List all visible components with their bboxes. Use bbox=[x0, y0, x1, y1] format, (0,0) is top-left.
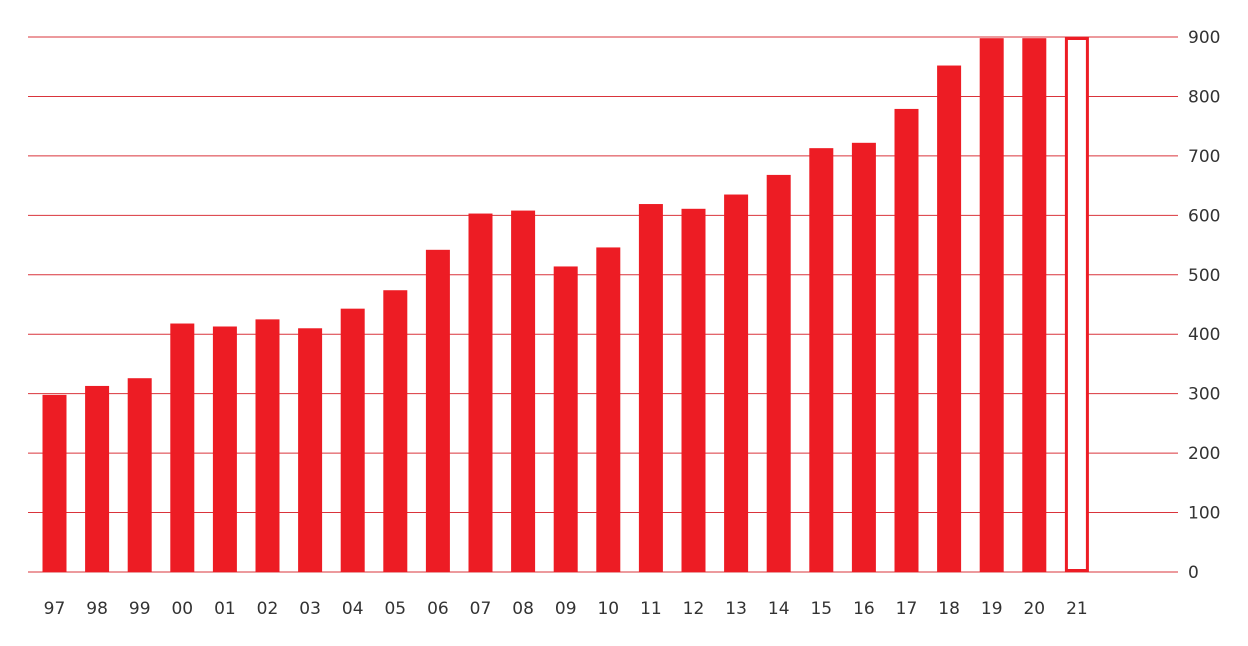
x-tick-label: 17 bbox=[896, 599, 918, 619]
y-tick-label: 700 bbox=[1188, 147, 1220, 167]
bar bbox=[553, 266, 578, 572]
bar bbox=[468, 213, 493, 573]
x-tick-label: 20 bbox=[1023, 599, 1045, 619]
y-tick-label: 900 bbox=[1188, 28, 1220, 48]
x-tick-label: 09 bbox=[555, 599, 577, 619]
x-tick-label: 97 bbox=[44, 599, 66, 619]
y-tick-label: 800 bbox=[1188, 87, 1220, 107]
bar bbox=[809, 148, 834, 572]
x-tick-label: 10 bbox=[597, 599, 619, 619]
x-axis-ticks: 97 98 99 00 01 02 03 04 05 06 07 08 09 10 11 12 13 14 15 16… bbox=[44, 599, 1088, 619]
x-tick-label: 01 bbox=[214, 599, 236, 619]
bar bbox=[170, 323, 195, 572]
bar bbox=[724, 194, 749, 572]
x-tick-label: 05 bbox=[384, 599, 406, 619]
x-tick-label: 02 bbox=[257, 599, 279, 619]
x-tick-label: 11 bbox=[640, 599, 662, 619]
bar bbox=[42, 394, 67, 572]
x-tick-label: 16 bbox=[853, 599, 875, 619]
x-tick-label: 15 bbox=[810, 599, 832, 619]
bar bbox=[681, 208, 706, 573]
bar bbox=[937, 65, 962, 573]
y-axis-ticks: 0 100 200 300 400 500 600 700 800 900 bbox=[1188, 28, 1220, 583]
x-tick-label: 98 bbox=[86, 599, 108, 619]
x-tick-label: 19 bbox=[981, 599, 1003, 619]
y-tick-label: 500 bbox=[1188, 266, 1220, 286]
y-tick-label: 200 bbox=[1188, 444, 1220, 464]
bar bbox=[894, 108, 919, 572]
bar bbox=[638, 204, 663, 573]
y-tick-label: 0 bbox=[1188, 563, 1199, 583]
bar bbox=[127, 378, 152, 572]
bar bbox=[340, 308, 365, 572]
x-tick-label: 03 bbox=[299, 599, 321, 619]
bars bbox=[42, 37, 1089, 573]
x-tick-label: 08 bbox=[512, 599, 534, 619]
x-tick-label: 06 bbox=[427, 599, 449, 619]
x-tick-label: 18 bbox=[938, 599, 960, 619]
bar bbox=[979, 38, 1004, 572]
bar bbox=[255, 319, 280, 572]
y-tick-label: 600 bbox=[1188, 206, 1220, 226]
y-tick-label: 300 bbox=[1188, 385, 1220, 405]
x-tick-label: 12 bbox=[683, 599, 705, 619]
x-tick-label: 14 bbox=[768, 599, 790, 619]
bar bbox=[851, 142, 876, 573]
x-tick-label: 00 bbox=[171, 599, 193, 619]
x-tick-label: 04 bbox=[342, 599, 364, 619]
y-tick-label: 400 bbox=[1188, 325, 1220, 345]
y-tick-label: 100 bbox=[1188, 504, 1220, 524]
x-tick-label: 21 bbox=[1066, 599, 1088, 619]
bar bbox=[511, 210, 536, 573]
bar bbox=[1022, 38, 1047, 572]
bar-outline bbox=[1064, 37, 1089, 572]
x-tick-label: 13 bbox=[725, 599, 747, 619]
bar bbox=[425, 249, 450, 573]
bar bbox=[383, 290, 408, 572]
bar bbox=[596, 247, 621, 572]
bar bbox=[85, 385, 110, 572]
x-tick-label: 99 bbox=[129, 599, 151, 619]
x-tick-label: 07 bbox=[470, 599, 492, 619]
bar bbox=[298, 328, 323, 572]
bar bbox=[766, 174, 791, 572]
bar bbox=[212, 326, 237, 572]
